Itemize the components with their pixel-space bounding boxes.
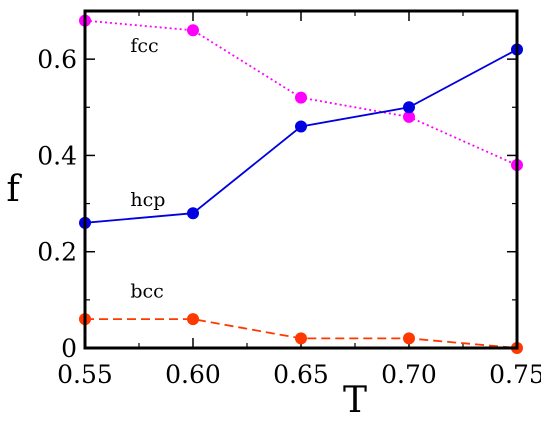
data-point-hcp [403, 101, 415, 114]
x-tick-label: 0.55 [57, 360, 113, 389]
x-tick-label: 0.70 [381, 360, 437, 389]
data-point-bcc [295, 332, 307, 345]
data-point-hcp [187, 207, 199, 220]
data-point-fcc [187, 24, 199, 37]
plot-frame [83, 9, 519, 350]
x-tick-label: 0.60 [165, 360, 221, 389]
y-tick-label: 0.6 [37, 45, 77, 74]
data-point-bcc [403, 332, 415, 345]
data-point-hcp [295, 120, 307, 133]
series-annotation-bcc: bcc [130, 280, 163, 302]
x-axis-label: T [343, 380, 367, 421]
data-point-fcc [295, 91, 307, 104]
series-layer [79, 14, 523, 354]
y-tick-label: 0.4 [37, 141, 77, 170]
x-tick-label: 0.65 [273, 360, 329, 389]
series-annotation-hcp: hcp [130, 189, 165, 211]
data-point-bcc [187, 313, 199, 326]
series-annotation-fcc: fcc [130, 35, 158, 57]
data-point-fcc [403, 110, 415, 123]
y-tick-label: 0.2 [37, 238, 77, 267]
labels-layer: 0.55 0.60 0.65 0.70 0.75 0 0.2 0.4 0.6 fcc hcp bcc [37, 35, 541, 389]
y-tick-label: 0 [61, 334, 77, 363]
x-tick-label: 0.75 [489, 360, 541, 389]
y-axis-label: f [6, 169, 22, 210]
